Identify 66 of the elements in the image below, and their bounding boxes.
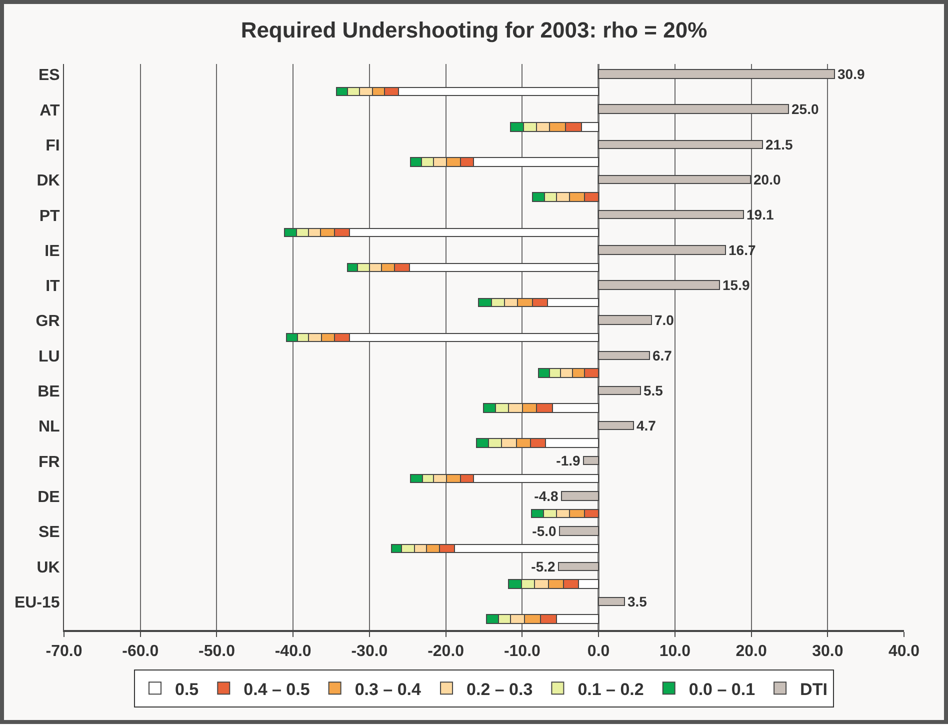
y-tick-label: LU bbox=[38, 348, 60, 366]
data-label: 6.7 bbox=[652, 348, 672, 364]
x-tick-label: -30.0 bbox=[351, 643, 388, 660]
x-tick-label: 40.0 bbox=[888, 643, 920, 660]
bar bbox=[598, 69, 835, 79]
x-tick-label: 20.0 bbox=[736, 643, 767, 660]
bar bbox=[598, 104, 789, 114]
legend-label: 0.2 – 0.3 bbox=[466, 680, 533, 699]
data-label: 20.0 bbox=[754, 172, 781, 188]
bar bbox=[598, 280, 720, 290]
y-tick-label: FR bbox=[38, 454, 60, 471]
bar bbox=[598, 351, 650, 360]
y-tick-label: ES bbox=[38, 67, 60, 84]
x-tick-label: -10.0 bbox=[504, 643, 541, 660]
data-label: 4.7 bbox=[636, 418, 656, 434]
bar bbox=[561, 491, 599, 501]
y-tick-label: IT bbox=[46, 278, 60, 296]
x-tick-label: 10.0 bbox=[659, 643, 691, 660]
bar bbox=[598, 315, 652, 325]
bar bbox=[559, 526, 599, 536]
bar bbox=[558, 562, 599, 571]
y-tick-label: DE bbox=[38, 489, 60, 506]
data-label: 15.9 bbox=[722, 277, 750, 293]
bar bbox=[583, 456, 599, 465]
data-label: -5.2 bbox=[531, 558, 556, 574]
x-tick-label: -20.0 bbox=[428, 643, 464, 660]
x-tick-label: -50.0 bbox=[198, 643, 236, 660]
data-label: 30.9 bbox=[838, 66, 865, 82]
y-tick-label: GR bbox=[36, 313, 60, 330]
data-label: 7.0 bbox=[654, 312, 674, 328]
bar bbox=[598, 421, 634, 430]
x-tick-label: 30.0 bbox=[812, 643, 844, 660]
x-tick-label: 0.0 bbox=[587, 643, 610, 660]
data-label: 25.0 bbox=[792, 101, 819, 117]
y-tick-label: BE bbox=[38, 384, 60, 401]
y-tick-label: UK bbox=[36, 559, 60, 576]
y-tick-label: IE bbox=[44, 242, 60, 260]
x-tick-label: -60.0 bbox=[122, 643, 159, 660]
data-label: 5.5 bbox=[644, 382, 664, 398]
y-tick-label: AT bbox=[40, 102, 60, 120]
bar bbox=[598, 210, 744, 219]
data-label: -5.0 bbox=[532, 523, 556, 539]
bar bbox=[598, 245, 726, 255]
y-tick-label: DK bbox=[36, 172, 60, 190]
bar bbox=[598, 597, 625, 606]
y-tick-label: EU-15 bbox=[14, 594, 60, 612]
data-label: -4.8 bbox=[534, 488, 558, 504]
legend-label: 0.5 bbox=[175, 680, 199, 699]
legend-label: DTI bbox=[800, 680, 828, 699]
data-label: 3.5 bbox=[628, 594, 648, 610]
y-tick-label: SE bbox=[38, 524, 60, 542]
y-tick-label: PT bbox=[39, 208, 60, 225]
y-tick-label: NL bbox=[38, 418, 60, 436]
legend-label: 0.1 – 0.2 bbox=[578, 680, 644, 699]
chart-title: Required Undershooting for 2003: rho = 20% bbox=[240, 17, 708, 42]
bar bbox=[598, 386, 641, 395]
y-tick-label: FI bbox=[46, 137, 60, 154]
legend-label: 0.3 – 0.4 bbox=[354, 680, 422, 699]
legend-label: 0.4 – 0.5 bbox=[244, 680, 310, 699]
x-tick-label: -40.0 bbox=[274, 643, 312, 660]
x-tick-label: -70.0 bbox=[46, 643, 82, 660]
data-label: -1.9 bbox=[556, 452, 580, 468]
data-label: 21.5 bbox=[766, 136, 793, 152]
legend-label: 0.0 – 0.1 bbox=[688, 680, 756, 699]
bar bbox=[598, 175, 751, 184]
bar bbox=[598, 140, 763, 149]
